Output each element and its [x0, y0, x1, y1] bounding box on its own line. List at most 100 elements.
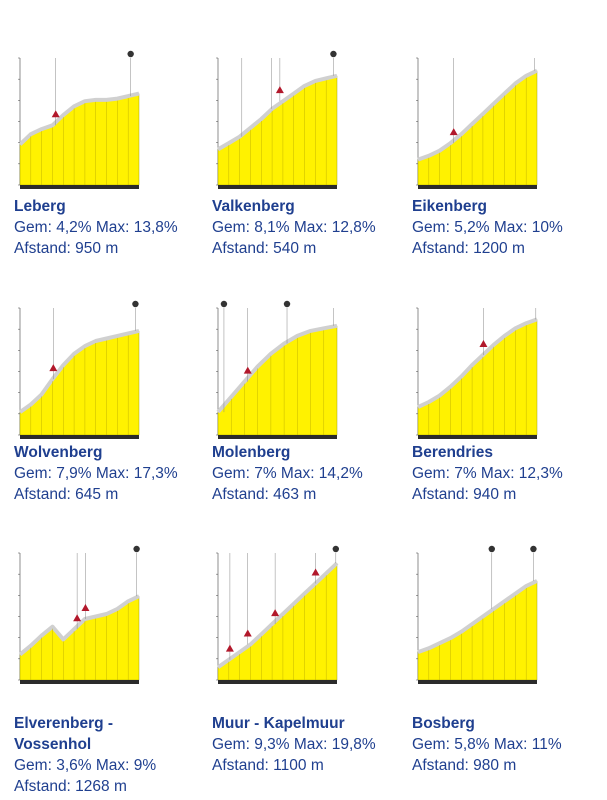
elevation-area — [417, 580, 538, 681]
climb-gradient: Gem: 5,2% Max: 10% — [412, 219, 563, 236]
elevation-chart — [14, 535, 209, 730]
checkpoint-icon — [127, 50, 134, 58]
warning-triangle-icon — [271, 609, 280, 617]
climb-distance: Afstand: 1100 m — [212, 757, 324, 774]
checkpoint-icon — [330, 50, 337, 58]
climb-name: Valkenberg — [212, 198, 295, 215]
elevation-area — [19, 330, 140, 436]
checkpoint-icon — [283, 300, 291, 308]
climb-gradient: Gem: 7,9% Max: 17,3% — [14, 465, 178, 482]
elevation-chart — [212, 40, 407, 235]
climb-gradient: Gem: 7% Max: 12,3% — [412, 465, 563, 482]
climb-caption: Eikenberg Gem: 5,2% Max: 10% Afstand: 12… — [412, 196, 607, 259]
climb-card-valkenberg: Valkenberg Gem: 8,1% Max: 12,8% Afstand:… — [212, 40, 407, 300]
distance-strip — [418, 185, 537, 189]
climb-card-eikenberg: Eikenberg Gem: 5,2% Max: 10% Afstand: 12… — [412, 40, 607, 300]
checkpoint-icon — [488, 545, 495, 553]
climb-name: Berendries — [412, 444, 493, 461]
warning-triangle-icon — [49, 364, 58, 372]
climb-card-berendries: Berendries Gem: 7% Max: 12,3% Afstand: 9… — [412, 290, 607, 550]
ridge-band — [18, 91, 140, 146]
climb-distance: Afstand: 463 m — [212, 486, 317, 503]
elevation-area — [217, 325, 338, 436]
climb-name: Muur - Kapelmuur — [212, 715, 345, 732]
elevation-chart — [14, 290, 209, 485]
elevation-chart — [412, 535, 607, 730]
climb-distance: Afstand: 1268 m — [14, 778, 127, 795]
distance-strip — [218, 185, 337, 189]
elevation-svg — [18, 545, 140, 684]
warning-triangle-icon — [275, 86, 284, 94]
ridge-band — [417, 579, 538, 654]
elevation-chart — [412, 290, 607, 485]
climb-card-molenberg: Molenberg Gem: 7% Max: 14,2% Afstand: 46… — [212, 290, 407, 550]
warning-triangle-icon — [479, 339, 488, 347]
elevation-svg — [416, 545, 538, 684]
elevation-svg — [416, 57, 538, 189]
warning-triangle-icon — [243, 366, 252, 374]
climb-distance: Afstand: 940 m — [412, 486, 517, 503]
climb-caption: Elverenberg - Vossenhol Gem: 3,6% Max: 9… — [14, 713, 214, 797]
warning-triangle-icon — [243, 629, 252, 637]
climb-gradient: Gem: 9,3% Max: 19,8% — [212, 736, 376, 753]
climb-name: Molenberg — [212, 444, 291, 461]
climb-gradient: Gem: 5,8% Max: 11% — [412, 736, 562, 753]
climb-card-muur: Muur - Kapelmuur Gem: 9,3% Max: 19,8% Af… — [212, 535, 407, 795]
climb-caption: Berendries Gem: 7% Max: 12,3% Afstand: 9… — [412, 442, 607, 505]
climb-name: Bosberg — [412, 715, 475, 732]
climb-gradient: Gem: 3,6% Max: 9% — [14, 757, 157, 774]
distance-strip — [218, 680, 337, 684]
checkpoint-icon — [530, 545, 537, 553]
climb-gradient: Gem: 4,2% Max: 13,8% — [14, 219, 178, 236]
climb-caption: Muur - Kapelmuur Gem: 9,3% Max: 19,8% Af… — [212, 713, 412, 776]
warning-triangle-icon — [51, 110, 60, 118]
climb-card-wolvenberg: Wolvenberg Gem: 7,9% Max: 17,3% Afstand:… — [14, 290, 209, 550]
checkpoint-icon — [332, 545, 340, 553]
climb-name: Elverenberg - Vossenhol — [14, 715, 114, 753]
distance-strip — [20, 435, 139, 439]
climb-name: Leberg — [14, 198, 66, 215]
checkpoint-icon — [132, 300, 139, 308]
elevation-chart — [412, 40, 607, 235]
climb-caption: Wolvenberg Gem: 7,9% Max: 17,3% Afstand:… — [14, 442, 214, 505]
elevation-svg — [416, 307, 538, 439]
climb-distance: Afstand: 1200 m — [412, 240, 525, 257]
distance-strip — [20, 185, 139, 189]
distance-strip — [218, 435, 337, 439]
climb-gradient: Gem: 7% Max: 14,2% — [212, 465, 363, 482]
ridge-band — [18, 594, 140, 657]
warning-triangle-icon — [225, 644, 234, 652]
elevation-area — [417, 319, 538, 436]
checkpoint-icon — [220, 300, 228, 308]
ridge-band — [216, 561, 339, 669]
climb-card-elverenberg: Elverenberg - Vossenhol Gem: 3,6% Max: 9… — [14, 535, 209, 795]
climb-card-bosberg: Bosberg Gem: 5,8% Max: 11% Afstand: 980 … — [412, 535, 607, 795]
climb-distance: Afstand: 980 m — [412, 757, 517, 774]
elevation-svg — [18, 50, 140, 189]
ridge-band — [417, 68, 538, 162]
elevation-svg — [216, 50, 338, 189]
climb-distance: Afstand: 540 m — [212, 240, 317, 257]
climb-gradient: Gem: 8,1% Max: 12,8% — [212, 219, 376, 236]
warning-triangle-icon — [73, 614, 82, 622]
climb-distance: Afstand: 645 m — [14, 486, 119, 503]
ridge-band — [417, 317, 538, 409]
ridge-band — [216, 323, 338, 414]
warning-triangle-icon — [449, 128, 458, 136]
ridge-band — [18, 328, 140, 414]
elevation-svg — [216, 545, 340, 684]
climb-distance: Afstand: 950 m — [14, 240, 119, 257]
elevation-chart — [212, 290, 407, 485]
elevation-svg — [18, 300, 140, 439]
distance-strip — [418, 680, 537, 684]
climb-caption: Leberg Gem: 4,2% Max: 13,8% Afstand: 950… — [14, 196, 214, 259]
elevation-chart — [212, 535, 407, 730]
distance-strip — [20, 680, 139, 684]
elevation-chart — [14, 40, 209, 235]
climb-caption: Molenberg Gem: 7% Max: 14,2% Afstand: 46… — [212, 442, 412, 505]
climb-name: Wolvenberg — [14, 444, 103, 461]
checkpoint-icon — [133, 545, 140, 553]
elevation-area — [19, 93, 140, 186]
climb-name: Eikenberg — [412, 198, 487, 215]
distance-strip — [418, 435, 537, 439]
